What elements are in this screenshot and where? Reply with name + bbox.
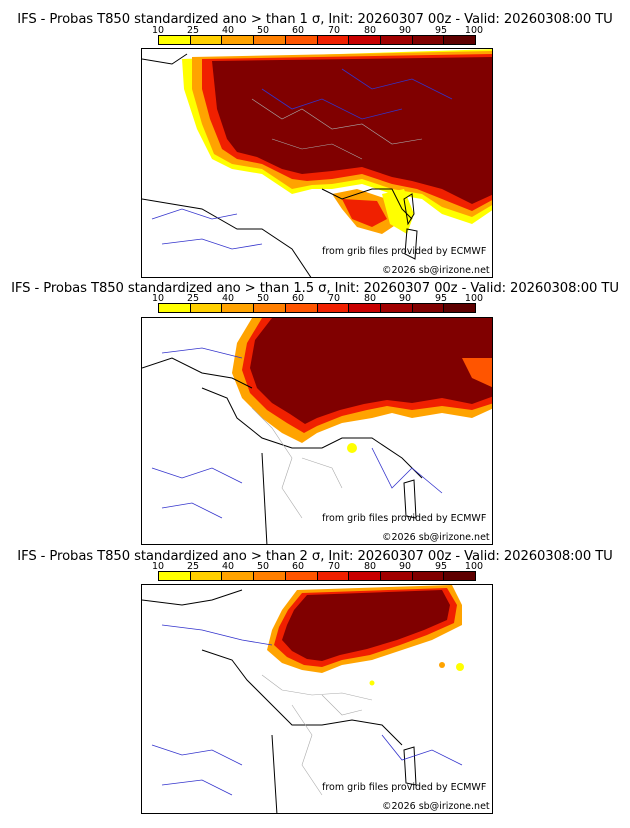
colorbar-tick: 70 — [327, 293, 341, 304]
credit-source: from grib files provided by ECMWF — [322, 782, 487, 793]
colorbar-tick: 90 — [398, 561, 412, 572]
panel-title: IFS - Probas T850 standardized ano > tha… — [17, 12, 613, 27]
colorbar-tick: 95 — [434, 25, 448, 36]
colorbar-segment — [317, 572, 350, 580]
credit-copyright: ©2026 sb@irizone.net — [382, 265, 490, 276]
colorbar-tick: 60 — [291, 293, 305, 304]
colorbar-segment — [444, 572, 476, 580]
colorbar-tick: 10 — [151, 561, 165, 572]
colorbar-segment — [285, 36, 318, 44]
colorbar-tick: 80 — [363, 25, 377, 36]
colorbar-segment — [317, 36, 350, 44]
colorbar-tick: 100 — [464, 25, 484, 36]
colorbar-tick: 60 — [291, 561, 305, 572]
colorbar-tick: 25 — [186, 293, 200, 304]
colorbar-tick: 80 — [363, 561, 377, 572]
colorbar-segment — [349, 36, 381, 44]
colorbar-segment — [412, 572, 445, 580]
colorbar-segment — [159, 304, 191, 312]
colorbar-tick: 40 — [221, 25, 235, 36]
colorbar-segment — [222, 36, 255, 44]
colorbar-segment — [317, 304, 350, 312]
colorbar-tick: 40 — [221, 561, 235, 572]
colorbar-segment — [380, 36, 413, 44]
colorbar-ticks: 10 25 40 50 60 70 80 90 95 100 — [152, 561, 483, 572]
colorbar-segment — [349, 572, 381, 580]
colorbar-segment — [412, 304, 445, 312]
colorbar-tick: 50 — [256, 25, 270, 36]
colorbar-tick: 90 — [398, 293, 412, 304]
colorbar — [158, 303, 476, 313]
probability-map: from grib files provided by ECMWF ©2026 … — [141, 48, 493, 278]
colorbar-tick: 95 — [434, 561, 448, 572]
colorbar-tick: 95 — [434, 293, 448, 304]
credit-copyright: ©2026 sb@irizone.net — [382, 532, 490, 543]
colorbar-tick: 90 — [398, 25, 412, 36]
colorbar-tick: 100 — [464, 561, 484, 572]
credit-source: from grib files provided by ECMWF — [322, 513, 487, 524]
colorbar-ticks: 10 25 40 50 60 70 80 90 95 100 — [152, 25, 483, 36]
colorbar-tick: 50 — [256, 561, 270, 572]
colorbar-tick: 80 — [363, 293, 377, 304]
colorbar-tick: 25 — [186, 25, 200, 36]
colorbar-segment — [190, 36, 223, 44]
colorbar-segment — [254, 304, 286, 312]
panel-title: IFS - Probas T850 standardized ano > tha… — [11, 281, 619, 296]
credit-copyright: ©2026 sb@irizone.net — [382, 801, 490, 812]
colorbar-segment — [444, 304, 476, 312]
colorbar-tick: 50 — [256, 293, 270, 304]
colorbar-segment — [412, 36, 445, 44]
colorbar-ticks: 10 25 40 50 60 70 80 90 95 100 — [152, 293, 483, 304]
colorbar-tick: 10 — [151, 293, 165, 304]
colorbar-segment — [190, 304, 223, 312]
colorbar-tick: 10 — [151, 25, 165, 36]
colorbar-segment — [222, 572, 255, 580]
colorbar-tick: 100 — [464, 293, 484, 304]
colorbar-segment — [380, 304, 413, 312]
colorbar-segment — [349, 304, 381, 312]
colorbar-tick: 70 — [327, 561, 341, 572]
probability-map: from grib files provided by ECMWF ©2026 … — [141, 317, 493, 545]
colorbar-segment — [285, 572, 318, 580]
colorbar-tick: 25 — [186, 561, 200, 572]
credit-source: from grib files provided by ECMWF — [322, 246, 487, 257]
colorbar-segment — [285, 304, 318, 312]
colorbar-tick: 70 — [327, 25, 341, 36]
colorbar-tick: 40 — [221, 293, 235, 304]
probability-map: from grib files provided by ECMWF ©2026 … — [141, 584, 493, 814]
panel-title: IFS - Probas T850 standardized ano > tha… — [17, 549, 613, 564]
colorbar-segment — [380, 572, 413, 580]
colorbar-tick: 60 — [291, 25, 305, 36]
colorbar-segment — [254, 572, 286, 580]
colorbar-segment — [190, 572, 223, 580]
colorbar — [158, 571, 476, 581]
colorbar-segment — [222, 304, 255, 312]
colorbar-segment — [444, 36, 476, 44]
colorbar-segment — [159, 572, 191, 580]
colorbar-segment — [254, 36, 286, 44]
colorbar — [158, 35, 476, 45]
colorbar-segment — [159, 36, 191, 44]
